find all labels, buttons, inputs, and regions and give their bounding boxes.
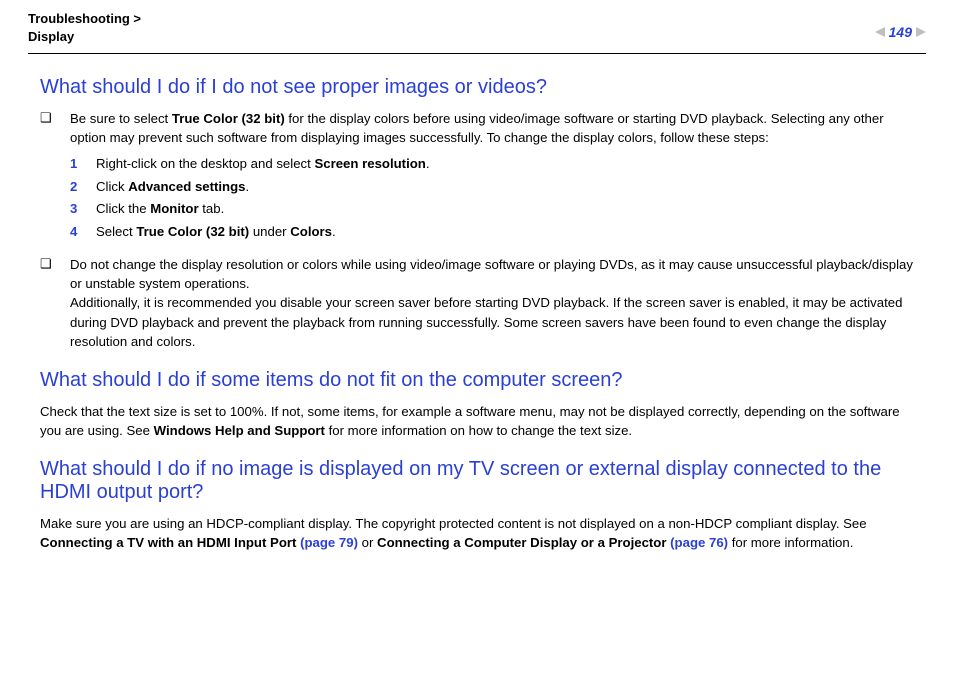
breadcrumb: Troubleshooting > Display (28, 10, 141, 45)
step-row: 3 Click the Monitor tab. (70, 198, 916, 220)
text-fragment: . (246, 179, 250, 194)
section-images-videos: What should I do if I do not see proper … (40, 76, 916, 351)
text-bold: Monitor (150, 201, 198, 216)
text-fragment: Click (96, 179, 128, 194)
numbered-steps: 1 Right-click on the desktop and select … (70, 153, 916, 243)
text-fragment: Do not change the display resolution or … (70, 257, 913, 291)
bullet-marker-icon: ❑ (40, 109, 54, 147)
step-number: 4 (70, 221, 82, 243)
page-content: What should I do if I do not see proper … (28, 76, 926, 552)
bullet-text: Do not change the display resolution or … (70, 255, 916, 351)
bullet-text: Be sure to select True Color (32 bit) fo… (70, 109, 916, 147)
page-header: Troubleshooting > Display 149 (28, 10, 926, 54)
text-fragment: for more information. (728, 535, 853, 550)
bullet-do-not-change: ❑ Do not change the display resolution o… (40, 255, 916, 351)
text-fragment: Select (96, 224, 136, 239)
text-bold: Advanced settings (128, 179, 245, 194)
para-text-size: Check that the text size is set to 100%.… (40, 402, 916, 440)
step-text: Click Advanced settings. (96, 176, 249, 198)
heading-hdmi: What should I do if no image is displaye… (40, 458, 916, 504)
text-fragment: for more information on how to change th… (325, 423, 632, 438)
text-bold: True Color (32 bit) (172, 111, 285, 126)
text-fragment: Make sure you are using an HDCP-complian… (40, 516, 867, 531)
text-fragment: Be sure to select (70, 111, 172, 126)
text-bold: Screen resolution (314, 156, 425, 171)
heading-images-videos: What should I do if I do not see proper … (40, 76, 916, 99)
text-bold: Windows Help and Support (154, 423, 325, 438)
text-fragment: tab. (199, 201, 225, 216)
page-nav: 149 (875, 10, 926, 40)
step-number: 3 (70, 198, 82, 220)
text-bold: True Color (32 bit) (136, 224, 249, 239)
step-text: Click the Monitor tab. (96, 198, 224, 220)
text-bold: Connecting a TV with an HDMI Input Port (40, 535, 300, 550)
step-number: 1 (70, 153, 82, 175)
breadcrumb-line1: Troubleshooting > (28, 10, 141, 28)
page-link[interactable]: (page 76) (670, 535, 728, 550)
text-fragment: . (426, 156, 430, 171)
text-fragment: Additionally, it is recommended you disa… (70, 295, 902, 348)
prev-page-icon[interactable] (875, 27, 885, 37)
section-hdmi: What should I do if no image is displaye… (40, 458, 916, 552)
section-items-fit: What should I do if some items do not fi… (40, 369, 916, 440)
page-link[interactable]: (page 79) (300, 535, 358, 550)
next-page-icon[interactable] (916, 27, 926, 37)
text-fragment: Right-click on the desktop and select (96, 156, 314, 171)
step-row: 2 Click Advanced settings. (70, 176, 916, 198)
document-page: Troubleshooting > Display 149 What shoul… (0, 0, 954, 590)
text-fragment: or (358, 535, 377, 550)
bullet-true-color: ❑ Be sure to select True Color (32 bit) … (40, 109, 916, 243)
text-bold: Connecting a Computer Display or a Proje… (377, 535, 670, 550)
text-fragment: under (249, 224, 290, 239)
page-number: 149 (889, 24, 912, 40)
step-number: 2 (70, 176, 82, 198)
breadcrumb-line2: Display (28, 28, 141, 46)
text-fragment: Click the (96, 201, 150, 216)
step-row: 1 Right-click on the desktop and select … (70, 153, 916, 175)
text-fragment: . (332, 224, 336, 239)
para-hdcp: Make sure you are using an HDCP-complian… (40, 514, 916, 552)
text-bold: Colors (290, 224, 332, 239)
step-text: Right-click on the desktop and select Sc… (96, 153, 430, 175)
bullet-marker-icon: ❑ (40, 255, 54, 351)
step-text: Select True Color (32 bit) under Colors. (96, 221, 336, 243)
heading-items-fit: What should I do if some items do not fi… (40, 369, 916, 392)
step-row: 4 Select True Color (32 bit) under Color… (70, 221, 916, 243)
